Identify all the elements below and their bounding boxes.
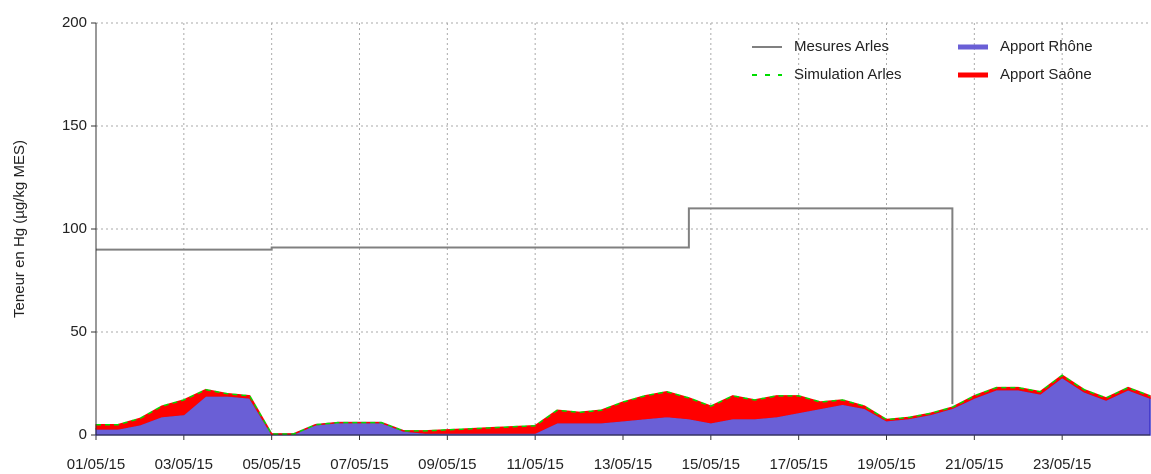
- x-tick-label: 19/05/15: [857, 456, 915, 473]
- legend-label: Apport Rhône: [1000, 38, 1093, 55]
- x-tick-label: 17/05/15: [769, 456, 827, 473]
- x-tick-label: 21/05/15: [945, 456, 1003, 473]
- y-axis-label: Teneur en Hg (µg/kg MES): [11, 140, 28, 318]
- x-tick-label: 11/05/15: [507, 456, 564, 473]
- y-tick-label: 50: [70, 323, 87, 340]
- x-tick-label: 03/05/15: [155, 456, 213, 473]
- x-tick-label: 13/05/15: [594, 456, 652, 473]
- y-tick-label: 200: [62, 14, 87, 31]
- y-tick-label: 150: [62, 117, 87, 134]
- legend-label: Apport Saône: [1000, 66, 1092, 83]
- legend-label: Simulation Arles: [794, 66, 902, 83]
- x-tick-label: 15/05/15: [682, 456, 740, 473]
- x-tick-label: 23/05/15: [1033, 456, 1091, 473]
- x-tick-label: 05/05/15: [242, 456, 300, 473]
- y-tick-label: 0: [79, 426, 87, 443]
- x-tick-label: 09/05/15: [418, 456, 476, 473]
- x-tick-label: 01/05/15: [67, 456, 125, 473]
- legend: Mesures Arles Simulation Arles Apport Rhôn…: [752, 38, 1093, 83]
- legend-label: Mesures Arles: [794, 38, 889, 55]
- y-tick-label: 100: [62, 220, 87, 237]
- step-line: [96, 207, 954, 405]
- x-tick-label: 07/05/15: [330, 456, 388, 473]
